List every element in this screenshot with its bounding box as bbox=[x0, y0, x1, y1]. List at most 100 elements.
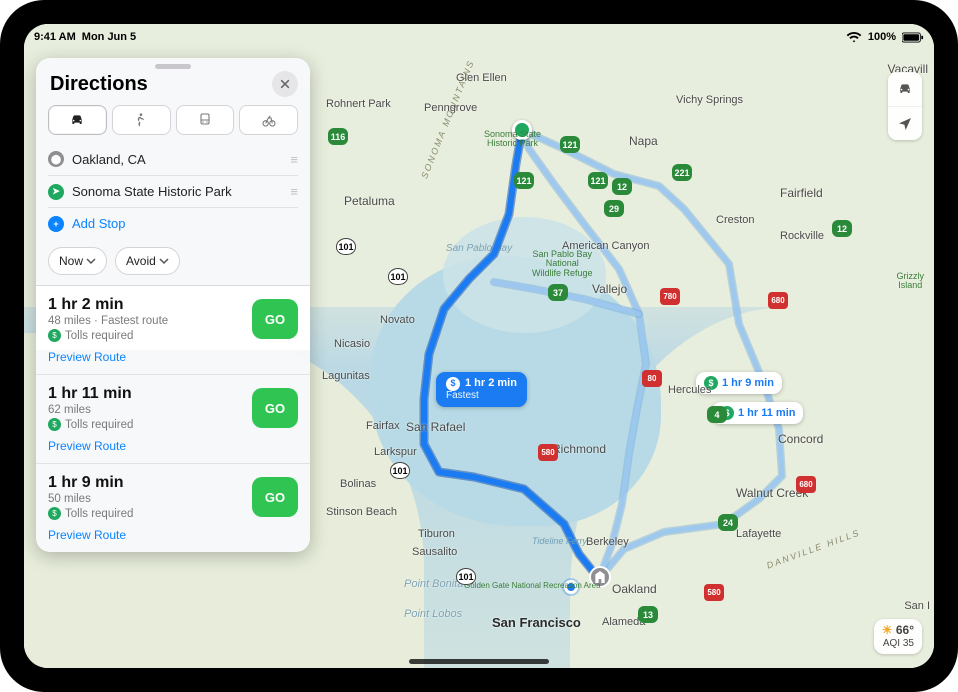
screen: San Pablo Bay bbox=[24, 24, 934, 668]
city-label: Vichy Springs bbox=[676, 94, 743, 106]
mode-transit[interactable] bbox=[176, 105, 235, 135]
bicycle-icon bbox=[261, 112, 277, 128]
status-date: Mon Jun 5 bbox=[82, 31, 136, 43]
add-stop-row[interactable]: + Add Stop bbox=[48, 207, 298, 239]
waypoints-list: ⬤ Oakland, CA ≡ ➤ Sonoma State Historic … bbox=[48, 143, 298, 239]
avoid-options-button[interactable]: Avoid bbox=[115, 247, 180, 275]
city-label: Berkeley bbox=[586, 536, 629, 548]
city-label: Larkspur bbox=[374, 446, 417, 458]
highway-shield: 12 bbox=[612, 178, 632, 195]
chevron-down-icon bbox=[159, 256, 169, 266]
callout-time: 1 hr 9 min bbox=[722, 377, 774, 389]
transport-mode-segmented bbox=[36, 105, 310, 143]
city-label: Fairfax bbox=[366, 420, 400, 432]
transit-icon bbox=[197, 112, 213, 128]
highway-shield: 101 bbox=[456, 568, 476, 585]
callout-time: 1 hr 2 min bbox=[465, 378, 517, 390]
point-label: Point Bonita bbox=[404, 578, 463, 590]
preview-route-link[interactable]: Preview Route bbox=[48, 439, 298, 453]
interstate-shield: 780 bbox=[660, 288, 680, 305]
highway-shield: 4 bbox=[707, 406, 727, 423]
panel-title: Directions bbox=[50, 73, 148, 96]
city-label: Stinson Beach bbox=[326, 506, 397, 518]
city-label: Nicasio bbox=[334, 338, 370, 350]
water-label: San Pablo Bay bbox=[446, 243, 512, 254]
city-label: Petaluma bbox=[344, 194, 395, 208]
route-distance: 48 miles · Fastest route bbox=[48, 315, 242, 327]
plus-icon: + bbox=[48, 216, 64, 232]
walk-icon bbox=[133, 112, 149, 128]
ferry-label: Tideline Ferry bbox=[532, 536, 587, 546]
depart-time-button[interactable]: Now bbox=[48, 247, 107, 275]
close-icon bbox=[277, 76, 293, 92]
city-label: Novato bbox=[380, 314, 415, 326]
highway-shield: 116 bbox=[328, 128, 348, 145]
locate-me-button[interactable] bbox=[888, 106, 922, 140]
destination-row[interactable]: ➤ Sonoma State Historic Park ≡ bbox=[48, 175, 298, 207]
route-toll-note: Tolls required bbox=[65, 508, 133, 520]
origin-dot-icon: ⬤ bbox=[48, 151, 64, 167]
interstate-shield: 580 bbox=[538, 444, 558, 461]
highway-shield: 12 bbox=[832, 220, 852, 237]
weather-aqi: AQI 35 bbox=[882, 638, 914, 650]
city-label: Napa bbox=[629, 134, 658, 148]
reorder-handle-icon[interactable]: ≡ bbox=[290, 184, 298, 199]
callout-time: 1 hr 11 min bbox=[738, 407, 795, 419]
go-button[interactable]: GO bbox=[252, 388, 298, 428]
route-option[interactable]: 1 hr 2 min 48 miles · Fastest route $Tol… bbox=[36, 285, 310, 350]
city-label: Fairfield bbox=[780, 186, 823, 200]
status-battery-pct: 100% bbox=[868, 31, 896, 43]
route-distance: 50 miles bbox=[48, 493, 242, 505]
battery-icon bbox=[902, 32, 924, 43]
city-label: Sausalito bbox=[412, 546, 457, 558]
city-label: Hercules bbox=[668, 384, 711, 396]
interstate-shield: 680 bbox=[768, 292, 788, 309]
mode-cycle[interactable] bbox=[239, 105, 298, 135]
close-button[interactable] bbox=[272, 71, 298, 97]
car-icon bbox=[897, 81, 913, 97]
route-time: 1 hr 9 min bbox=[48, 474, 242, 492]
highway-shield: 37 bbox=[548, 284, 568, 301]
panel-grabber[interactable] bbox=[155, 64, 191, 69]
city-label: Lafayette bbox=[736, 528, 781, 540]
preview-route-link[interactable]: Preview Route bbox=[48, 528, 298, 542]
go-button[interactable]: GO bbox=[252, 299, 298, 339]
route-time: 1 hr 2 min bbox=[48, 296, 242, 314]
route-time: 1 hr 11 min bbox=[48, 385, 242, 403]
route-list: 1 hr 2 min 48 miles · Fastest route $Tol… bbox=[36, 285, 310, 552]
map-mode-button[interactable] bbox=[888, 72, 922, 106]
chevron-down-icon bbox=[86, 256, 96, 266]
mode-walk[interactable] bbox=[112, 105, 171, 135]
park-label: Golden Gate National Recreation Area bbox=[464, 582, 601, 590]
city-label: San Francisco bbox=[492, 615, 581, 630]
destination-label: Sonoma State Historic Park bbox=[72, 184, 282, 199]
interstate-shield: 580 bbox=[704, 584, 724, 601]
weather-badge[interactable]: ☀︎ 66° AQI 35 bbox=[874, 619, 922, 654]
route-toll-note: Tolls required bbox=[65, 419, 133, 431]
origin-row[interactable]: ⬤ Oakland, CA ≡ bbox=[48, 143, 298, 175]
go-button[interactable]: GO bbox=[252, 477, 298, 517]
city-label: Creston bbox=[716, 214, 755, 226]
city-label: Richmond bbox=[552, 442, 606, 456]
route-distance: 62 miles bbox=[48, 404, 242, 416]
city-label: Oakland bbox=[612, 582, 657, 596]
highway-shield: 13 bbox=[638, 606, 658, 623]
mode-drive[interactable] bbox=[48, 105, 107, 135]
park-label: Grizzly Island bbox=[897, 272, 925, 291]
route-callout-fastest[interactable]: $ 1 hr 2 min Fastest bbox=[436, 372, 527, 407]
route-filters: Now Avoid bbox=[36, 239, 310, 285]
highway-shield: 101 bbox=[388, 268, 408, 285]
route-option[interactable]: 1 hr 9 min 50 miles $Tolls required GO bbox=[36, 463, 310, 528]
highway-shield: 221 bbox=[672, 164, 692, 181]
status-bar: 9:41 AM Mon Jun 5 100% bbox=[24, 24, 934, 46]
park-label: Sonoma State Historic Park bbox=[484, 130, 541, 149]
city-label: Concord bbox=[778, 432, 823, 446]
wifi-icon bbox=[846, 29, 862, 45]
reorder-handle-icon[interactable]: ≡ bbox=[290, 152, 298, 167]
directions-panel: Directions ⬤ Oakland, CA ≡ ➤ bbox=[36, 58, 310, 552]
home-indicator[interactable] bbox=[409, 659, 549, 664]
preview-route-link[interactable]: Preview Route bbox=[48, 350, 298, 364]
route-option[interactable]: 1 hr 11 min 62 miles $Tolls required GO bbox=[36, 374, 310, 439]
city-label: San I bbox=[904, 600, 930, 612]
add-stop-label: Add Stop bbox=[72, 216, 298, 231]
